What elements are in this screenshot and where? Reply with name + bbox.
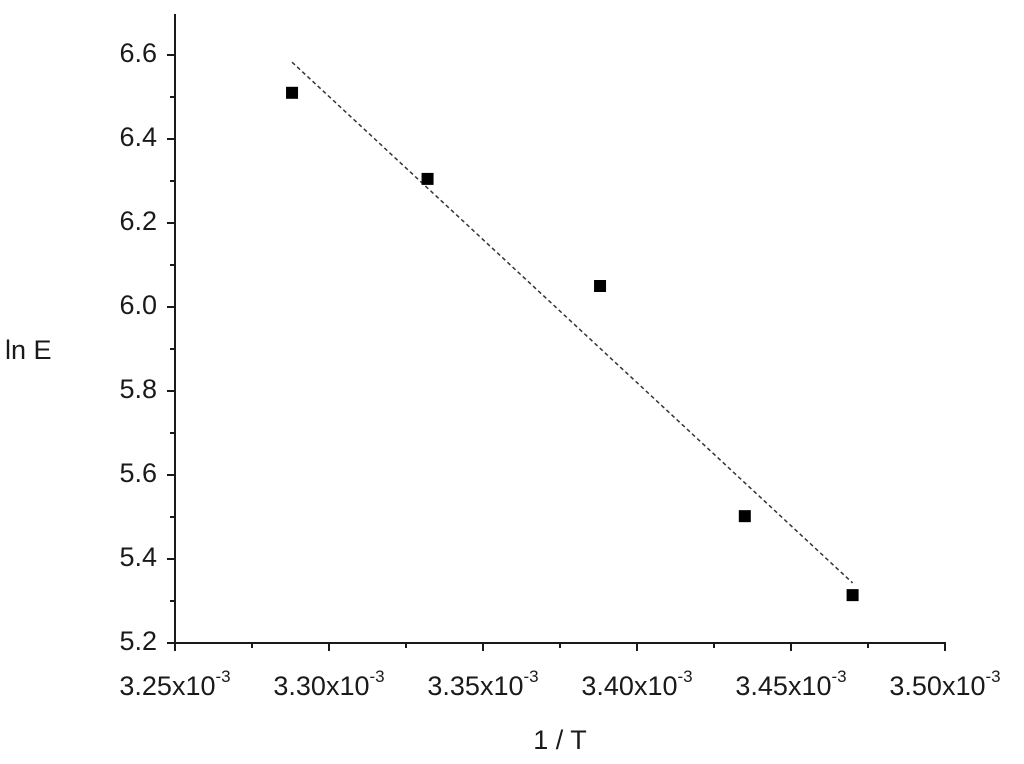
data-point <box>846 589 859 602</box>
x-tick-mantissa: 3.45x10 <box>735 671 831 701</box>
x-tick-exponent: -3 <box>985 667 1000 686</box>
y-tick-label: 5.4 <box>119 542 157 572</box>
x-tick-label: 3.25x10-3 <box>119 667 230 701</box>
x-tick-mantissa: 3.30x10 <box>273 671 369 701</box>
y-tick-label: 5.2 <box>119 626 157 656</box>
x-tick-label: 3.40x10-3 <box>581 667 692 701</box>
x-tick-label: 3.45x10-3 <box>735 667 846 701</box>
y-tick-label: 6.6 <box>119 38 157 68</box>
x-tick-label: 3.30x10-3 <box>273 667 384 701</box>
fit-line <box>291 61 854 584</box>
y-tick-label: 6.4 <box>119 122 157 152</box>
x-tick-exponent: -3 <box>369 667 384 686</box>
x-tick-exponent: -3 <box>677 667 692 686</box>
y-tick-label: 5.8 <box>119 374 157 404</box>
y-tick-label: 6.2 <box>119 206 157 236</box>
y-tick-label: 5.6 <box>119 458 157 488</box>
x-tick-mantissa: 3.40x10 <box>581 671 677 701</box>
x-tick-label: 3.50x10-3 <box>889 667 1000 701</box>
x-tick-label: 3.35x10-3 <box>427 667 538 701</box>
x-tick-exponent: -3 <box>523 667 538 686</box>
x-tick-mantissa: 3.50x10 <box>889 671 985 701</box>
data-point <box>594 280 607 292</box>
x-tick-exponent: -3 <box>215 667 230 686</box>
x-tick-mantissa: 3.35x10 <box>427 671 523 701</box>
data-point <box>738 510 751 523</box>
x-tick-exponent: -3 <box>831 667 846 686</box>
y-tick-label: 6.0 <box>119 290 157 320</box>
data-point <box>421 172 434 185</box>
x-tick-mantissa: 3.25x10 <box>119 671 215 701</box>
x-axis-label: 1 / T <box>533 725 587 755</box>
data-point <box>286 86 299 99</box>
y-axis-label: ln E <box>5 335 52 365</box>
